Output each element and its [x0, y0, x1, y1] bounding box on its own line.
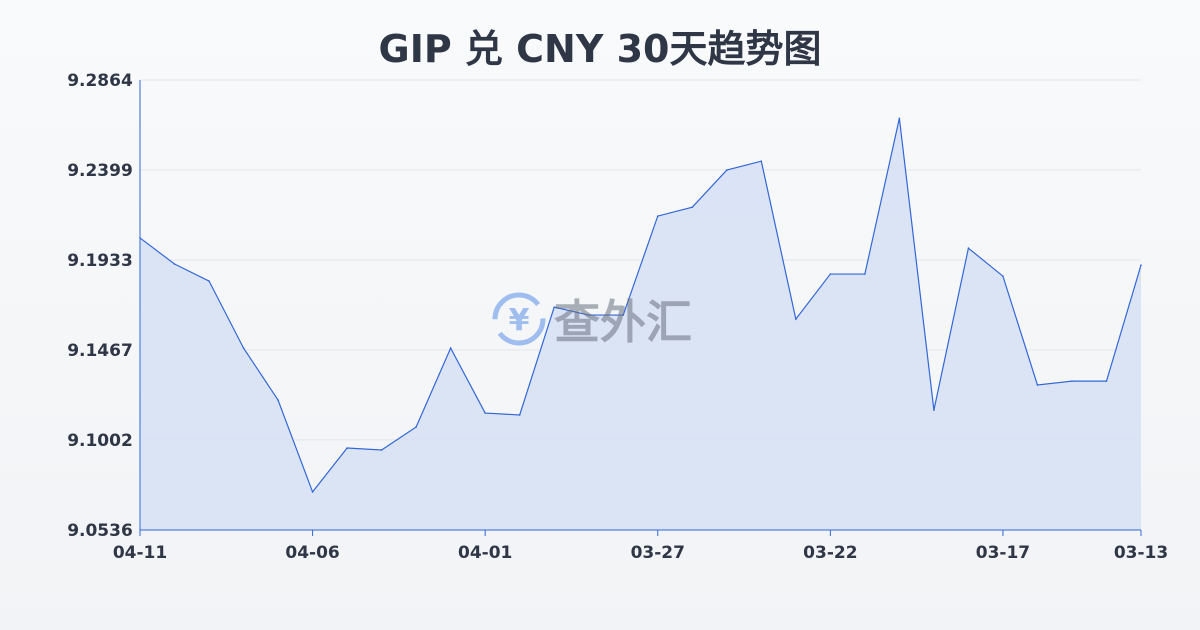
data-point	[898, 117, 901, 120]
data-point	[1036, 384, 1039, 386]
x-tick-label: 04-11	[113, 543, 167, 563]
data-point	[587, 314, 590, 316]
data-point	[484, 412, 486, 414]
data-point	[449, 347, 452, 349]
data-point	[795, 318, 797, 320]
y-tick-label: 9.2399	[67, 161, 133, 181]
data-point	[208, 280, 210, 282]
data-point	[277, 399, 279, 401]
data-point	[622, 314, 625, 316]
data-point	[864, 273, 866, 275]
data-point	[346, 447, 348, 449]
y-tick-label: 9.2864	[67, 71, 133, 91]
series-line	[139, 118, 1142, 494]
data-point	[725, 169, 728, 171]
area-fill	[140, 118, 1141, 530]
data-point	[1071, 380, 1073, 382]
svg-text:¥: ¥	[509, 303, 530, 338]
y-tick-label: 9.0536	[67, 521, 133, 541]
yen-exchange-icon: ¥	[492, 292, 546, 346]
data-point	[656, 215, 659, 217]
data-point	[553, 306, 556, 308]
data-point	[1140, 264, 1142, 266]
data-point	[1105, 380, 1108, 382]
data-point	[415, 426, 417, 428]
data-point	[518, 414, 521, 416]
data-point	[311, 491, 314, 493]
watermark: ¥ 查外汇	[490, 286, 692, 352]
y-tick-label: 9.1002	[67, 431, 133, 451]
x-tick-label: 03-27	[631, 543, 685, 563]
data-point	[691, 206, 694, 208]
data-point	[760, 160, 763, 162]
data-point	[173, 263, 176, 265]
x-tick-label: 03-13	[1114, 543, 1168, 563]
x-tick-label: 04-06	[285, 543, 339, 563]
x-tick-label: 04-01	[458, 543, 512, 563]
data-point	[242, 347, 245, 349]
data-point	[967, 247, 970, 249]
data-point	[829, 273, 832, 275]
watermark-text: 查外汇	[554, 295, 692, 349]
x-tick-label: 03-17	[976, 543, 1030, 563]
data-point	[380, 449, 383, 451]
y-tick-label: 9.1467	[67, 341, 133, 361]
chart-title: GIP 兑 CNY 30天趋势图	[378, 27, 822, 71]
data-point	[1002, 275, 1004, 277]
y-tick-label: 9.1933	[67, 251, 133, 271]
data-point	[933, 409, 935, 411]
x-tick-label: 03-22	[803, 543, 857, 563]
